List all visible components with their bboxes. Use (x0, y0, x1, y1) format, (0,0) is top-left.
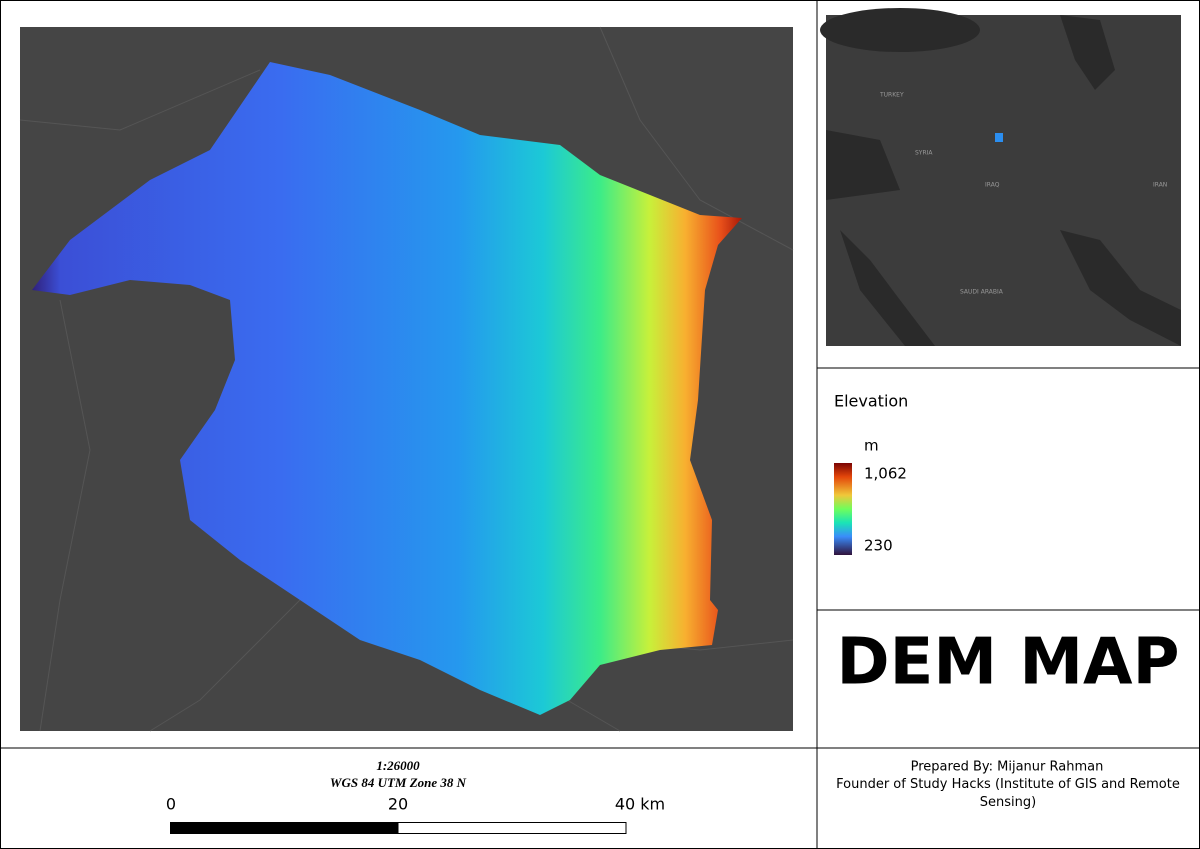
map-title: DEM MAP (837, 626, 1180, 700)
scale-ratio: 1:26000 (376, 758, 420, 773)
legend-unit: m (864, 437, 879, 455)
country-label: TURKEY (879, 92, 904, 99)
inset-labels: TURKEY SYRIA IRAQ IRAN SAUDI ARABIA (879, 92, 1167, 296)
study-area (995, 133, 1003, 142)
scale-bar (397, 822, 627, 834)
credit: Prepared By: Mijanur Rahman (911, 760, 1104, 775)
scale-label: 20 (388, 795, 408, 814)
scale-bar (170, 822, 398, 834)
dem-raster (32, 62, 742, 715)
inset-water (820, 8, 1181, 346)
projection: WGS 84 UTM Zone 38 N (330, 775, 467, 790)
country-label: SAUDI ARABIA (960, 289, 1004, 296)
affiliation: Founder of Study Hacks (Institute of GIS… (836, 777, 1180, 810)
legend-max: 1,062 (864, 465, 907, 483)
color-ramp (834, 463, 852, 555)
scale-label: 0 (166, 795, 176, 814)
country-label: IRAN (1153, 182, 1167, 189)
legend-min: 230 (864, 537, 893, 555)
legend-title: Elevation (834, 392, 908, 411)
country-label: IRAQ (985, 182, 1000, 189)
country-label: SYRIA (915, 150, 933, 157)
scale-label: 40 km (615, 795, 665, 814)
